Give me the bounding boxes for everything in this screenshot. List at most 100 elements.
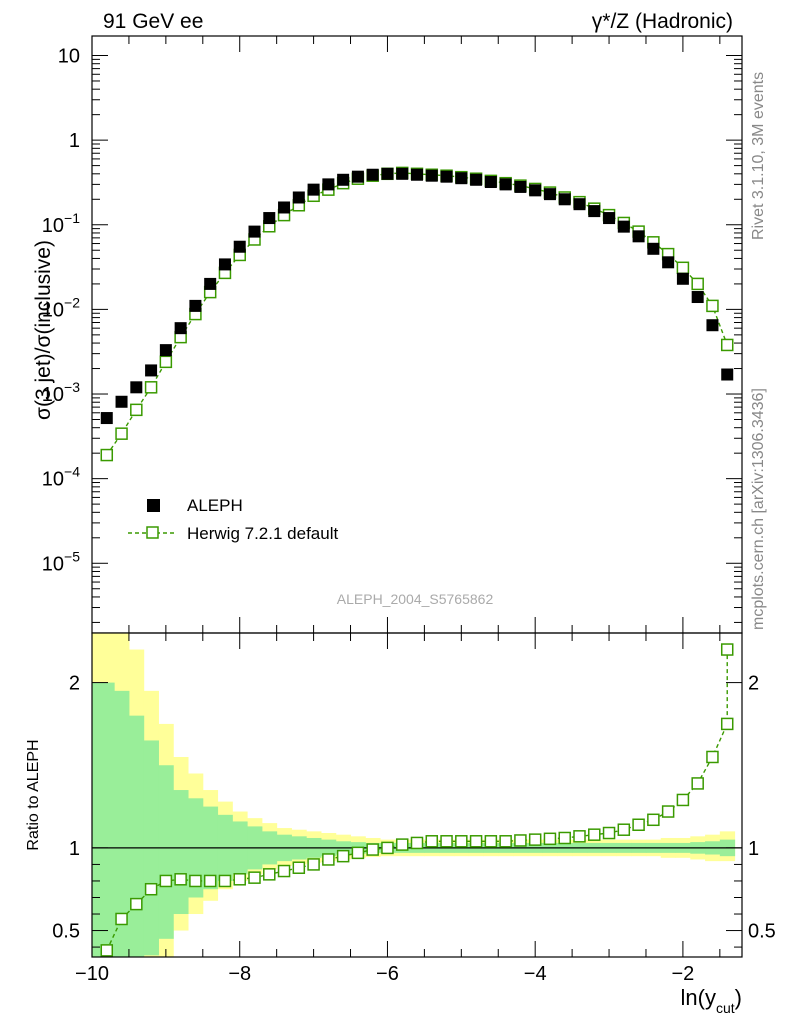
mc-ratio-point [573, 830, 586, 843]
legend-data-label: ALEPH [187, 496, 243, 515]
ratio-x-tick-label: −10 [75, 963, 109, 985]
ratio-y-tick-label-left: 2 [69, 673, 80, 695]
band-inner-bin [173, 790, 189, 915]
data-main-point [558, 193, 571, 206]
data-main-point [115, 395, 128, 408]
ratio-y-tick-label-right: 2 [748, 673, 759, 695]
data-main-point [145, 364, 158, 377]
mc-ratio-point [720, 643, 734, 656]
mc-main-point [676, 261, 690, 275]
data-main-point [351, 170, 364, 183]
mc-ratio-point [543, 832, 557, 846]
main-y-tick-label: 1 [69, 130, 80, 152]
mc-ratio-point [381, 841, 394, 855]
mc-ratio-point [351, 846, 365, 860]
mc-series-main [100, 166, 734, 462]
mc-ratio-point [307, 858, 320, 871]
mc-ratio-point [588, 828, 601, 841]
ratio-frame [91, 632, 743, 958]
data-main-point [307, 183, 320, 196]
data-main-point [233, 240, 246, 253]
band-inner-bin [114, 690, 130, 957]
mc-ratio-point [455, 835, 468, 848]
legend: ALEPH Herwig 7.2.1 default [128, 496, 338, 543]
top-right-title: γ*/Z (Hadronic) [592, 10, 733, 33]
mc-ratio-point [248, 871, 261, 884]
ratio-panel: 0.5 0.5 1 1 2 2 −10 −8 −6 −4 −2 [52, 632, 776, 985]
data-main-point [322, 178, 335, 191]
data-main-point [706, 319, 719, 332]
data-main-point [470, 173, 483, 186]
mc-ratio-point [691, 777, 704, 790]
rivet-version-label: Rivet 3.1.10, 3M events [750, 72, 767, 240]
data-main-point [514, 180, 527, 193]
main-y-tick-label: 10 [58, 46, 80, 68]
mc-ratio-point [528, 833, 542, 846]
data-main-point [455, 172, 468, 185]
band-inner-bin [128, 715, 145, 957]
mc-ratio-point [174, 873, 187, 886]
ratio-y-tick-label-left: 0.5 [52, 921, 80, 943]
ratio-y-tick-label-right: 1 [748, 838, 759, 860]
mc-main-point [115, 427, 128, 440]
mc-ratio-point [218, 874, 232, 888]
mc-ratio-point [410, 836, 424, 850]
mc-ratio-point [130, 897, 143, 911]
mc-ratio-point [676, 793, 690, 807]
ratio-x-tick-labels: −10 −8 −6 −4 −2 [75, 963, 694, 985]
mc-main-point [144, 381, 158, 394]
data-main-point [647, 242, 660, 255]
data-main-point [588, 205, 601, 218]
data-main-point [573, 198, 586, 211]
data-main-point [529, 184, 542, 197]
mc-main-point [100, 448, 114, 462]
ratio-y-tick-label-left: 1 [69, 838, 80, 860]
mc-series-ratio [100, 643, 734, 957]
ratio-y-tick-labels: 0.5 0.5 1 1 2 2 [52, 673, 776, 943]
data-main-point [499, 178, 512, 191]
mc-ratio-point [277, 864, 291, 878]
mc-ratio-point [469, 835, 483, 848]
ratio-x-tick-label: −6 [376, 963, 399, 985]
mc-ratio-point [632, 818, 645, 832]
data-main-point [292, 191, 305, 204]
mc-ratio-point [484, 835, 498, 848]
main-y-tick-label: 10−1 [42, 210, 80, 237]
analysis-label: ALEPH_2004_S5765862 [337, 591, 494, 607]
data-main-point [189, 299, 202, 312]
data-main-point [337, 173, 350, 186]
mc-ratio-point [144, 882, 158, 896]
mc-ratio-point [366, 843, 379, 856]
mc-ratio-point [395, 838, 409, 851]
legend-mc-marker [146, 526, 159, 539]
data-main-point [263, 212, 276, 225]
mc-main-point [691, 277, 704, 291]
band-inner-bin [158, 765, 174, 939]
mc-ratio-point [336, 849, 350, 863]
mc-ratio-point [706, 750, 719, 764]
mc-main-point [720, 338, 734, 352]
data-main-point [174, 322, 187, 335]
main-y-tick-labels: 10−5 10−4 10−3 10−2 10−1 1 10 [42, 46, 80, 576]
mc-ratio-point [233, 873, 246, 886]
main-y-tick-label: 10−3 [42, 379, 80, 406]
ratio-x-tick-label: −2 [672, 963, 695, 985]
ratio-x-tick-label: −4 [524, 963, 547, 985]
mc-ratio-point [100, 944, 114, 957]
mc-ratio-point [558, 831, 571, 845]
ratio-ylabel: Ratio to ALEPH [25, 739, 42, 850]
data-main-point [691, 291, 704, 304]
data-main-point [411, 168, 423, 181]
data-main-point [130, 381, 143, 394]
data-main-point [425, 169, 438, 182]
main-axis-ticks [91, 36, 742, 633]
data-main-point [617, 220, 630, 233]
mc-ratio-point [322, 853, 335, 866]
data-main-point [484, 176, 497, 189]
data-series-main [100, 167, 734, 425]
mc-main-point [706, 299, 719, 313]
top-left-title: 91 GeV ee [103, 10, 203, 33]
data-main-point [159, 344, 172, 357]
data-main-point [204, 277, 217, 290]
